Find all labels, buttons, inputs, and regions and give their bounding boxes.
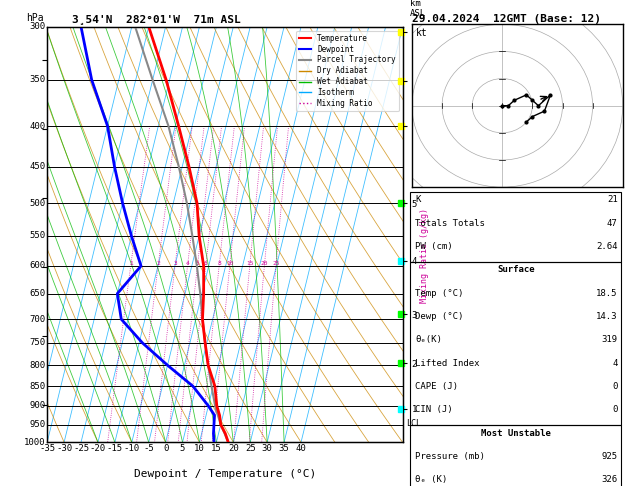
Text: 20: 20 [228,444,238,453]
Text: 29.04.2024  12GMT (Base: 12): 29.04.2024 12GMT (Base: 12) [412,14,601,24]
Text: 326: 326 [601,475,618,485]
Text: 950: 950 [30,420,45,429]
Text: 1: 1 [129,261,133,266]
Text: LCL: LCL [406,419,421,428]
Text: 0: 0 [612,405,618,415]
Text: 5: 5 [180,444,186,453]
Text: 750: 750 [30,338,45,347]
Text: 0: 0 [163,444,169,453]
Text: 25: 25 [272,261,280,266]
Text: 350: 350 [30,75,45,85]
Text: 700: 700 [30,314,45,324]
Text: Dewp (°C): Dewp (°C) [415,312,464,321]
Text: 450: 450 [30,162,45,171]
Text: CAPE (J): CAPE (J) [415,382,458,391]
Text: 500: 500 [30,199,45,208]
Text: 25: 25 [245,444,255,453]
Text: θₑ (K): θₑ (K) [415,475,447,485]
Text: -15: -15 [107,444,123,453]
Text: 400: 400 [30,122,45,131]
Text: CIN (J): CIN (J) [415,405,453,415]
Text: Temp (°C): Temp (°C) [415,289,464,298]
Text: 15: 15 [246,261,253,266]
Text: Pressure (mb): Pressure (mb) [415,452,485,461]
Text: 600: 600 [30,261,45,270]
Text: 20: 20 [260,261,268,266]
Text: -25: -25 [73,444,89,453]
Text: Totals Totals: Totals Totals [415,219,485,228]
Text: 4: 4 [612,359,618,368]
Text: 3¸54'N  282°01'W  71m ASL: 3¸54'N 282°01'W 71m ASL [72,14,241,24]
Text: 300: 300 [30,22,45,31]
Text: θₑ(K): θₑ(K) [415,335,442,345]
Text: 47: 47 [607,219,618,228]
Text: 5: 5 [196,261,199,266]
Text: 1000: 1000 [24,438,45,447]
Text: 650: 650 [30,289,45,298]
Text: Mixing Ratio (g/kg): Mixing Ratio (g/kg) [420,208,430,303]
Text: -10: -10 [124,444,140,453]
Text: K: K [415,195,421,205]
Text: 2.64: 2.64 [596,242,618,251]
Text: kt: kt [416,28,428,37]
Text: 15: 15 [211,444,222,453]
Text: -30: -30 [56,444,72,453]
Text: 21: 21 [607,195,618,205]
Text: 800: 800 [30,361,45,370]
Legend: Temperature, Dewpoint, Parcel Trajectory, Dry Adiabat, Wet Adiabat, Isotherm, Mi: Temperature, Dewpoint, Parcel Trajectory… [296,31,399,111]
Text: 35: 35 [279,444,289,453]
Text: 0: 0 [612,382,618,391]
Text: 10: 10 [226,261,233,266]
Text: 850: 850 [30,382,45,391]
Text: 319: 319 [601,335,618,345]
Text: 14.3: 14.3 [596,312,618,321]
Text: Lifted Index: Lifted Index [415,359,480,368]
Text: 10: 10 [194,444,205,453]
Text: -5: -5 [143,444,154,453]
Text: 925: 925 [601,452,618,461]
Text: 8: 8 [217,261,221,266]
Text: 2: 2 [156,261,160,266]
Text: 4: 4 [186,261,189,266]
Text: 550: 550 [30,231,45,241]
Text: 6: 6 [204,261,208,266]
Text: 18.5: 18.5 [596,289,618,298]
Text: Most Unstable: Most Unstable [481,429,551,438]
Text: PW (cm): PW (cm) [415,242,453,251]
Text: -35: -35 [39,444,55,453]
Text: 900: 900 [30,401,45,410]
Text: Dewpoint / Temperature (°C): Dewpoint / Temperature (°C) [134,469,316,479]
Text: Surface: Surface [497,265,535,275]
Text: km
ASL: km ASL [409,0,426,18]
Text: -20: -20 [90,444,106,453]
Text: 3: 3 [173,261,177,266]
Text: hPa: hPa [26,13,43,22]
Text: 40: 40 [296,444,306,453]
Text: 30: 30 [262,444,272,453]
